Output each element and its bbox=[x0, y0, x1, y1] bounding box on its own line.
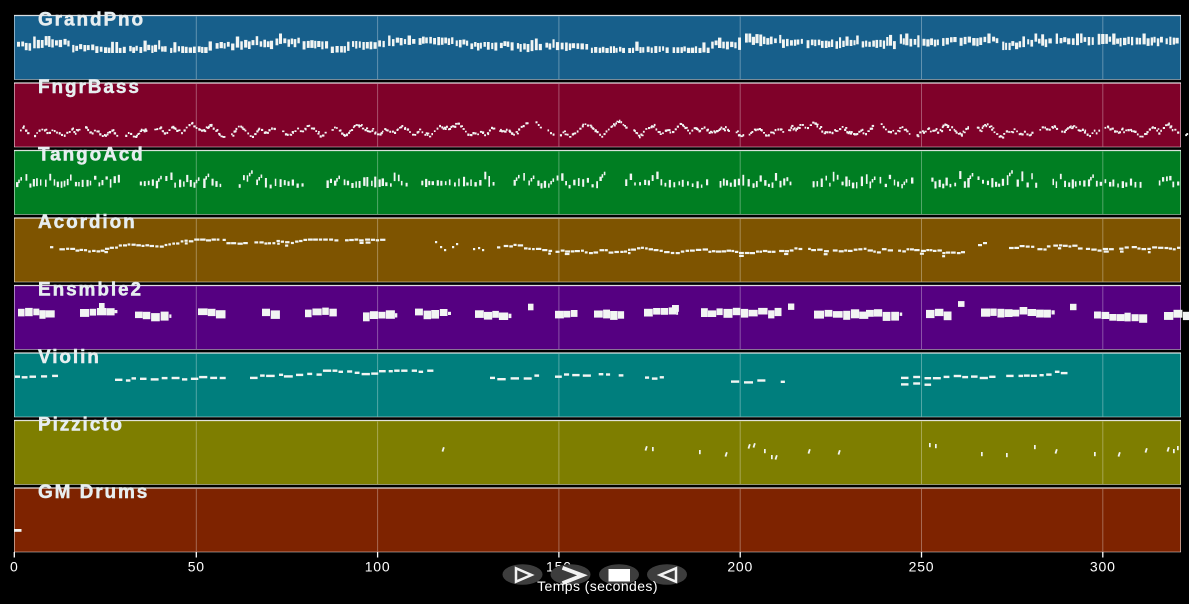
svg-text:FngrBass: FngrBass bbox=[38, 77, 141, 98]
svg-text:Acordion: Acordion bbox=[38, 212, 137, 233]
svg-text:300: 300 bbox=[1090, 559, 1116, 575]
svg-text:Ensmble2: Ensmble2 bbox=[38, 279, 143, 300]
svg-text:50: 50 bbox=[188, 559, 205, 575]
svg-text:Violin: Violin bbox=[38, 347, 101, 368]
svg-text:GM Drums: GM Drums bbox=[38, 482, 149, 503]
svg-text:TangoAcd: TangoAcd bbox=[38, 144, 145, 165]
svg-text:250: 250 bbox=[909, 559, 935, 575]
svg-text:100: 100 bbox=[365, 559, 391, 575]
svg-text:200: 200 bbox=[727, 559, 753, 575]
svg-text:0: 0 bbox=[10, 559, 19, 575]
svg-text:Pizzicto: Pizzicto bbox=[38, 414, 124, 435]
svg-text:GrandPno: GrandPno bbox=[38, 9, 145, 30]
svg-text:Temps (secondes): Temps (secondes) bbox=[537, 578, 658, 594]
